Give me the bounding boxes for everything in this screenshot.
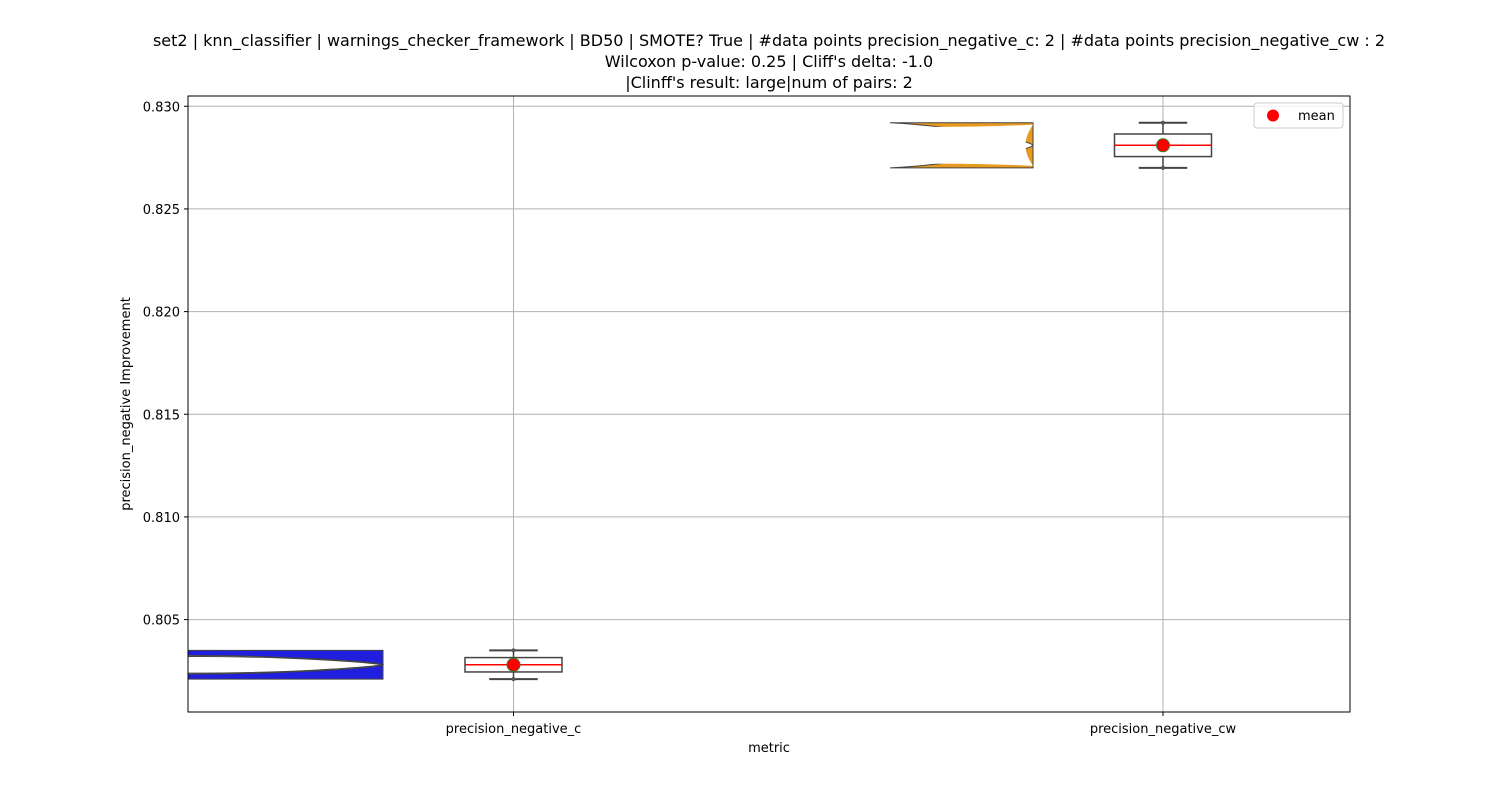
violin-inner-precision_negative_c bbox=[187, 655, 384, 674]
legend: mean bbox=[1253, 102, 1344, 129]
mean-marker bbox=[1156, 138, 1170, 153]
boxplots bbox=[464, 120, 1213, 682]
title-line-3: |Clinff's result: large|num of pairs: 2 bbox=[625, 73, 913, 92]
data-point bbox=[511, 677, 516, 682]
x-axis-ticks: precision_negative_c precision_negative_c… bbox=[446, 712, 1237, 737]
x-tick-label: precision_negative_c bbox=[446, 722, 582, 737]
legend-mean-label: mean bbox=[1298, 109, 1335, 124]
chart-title: set2 | knn_classifier | warnings_checker… bbox=[153, 31, 1385, 92]
x-tick-label: precision_negative_cw bbox=[1090, 722, 1237, 737]
data-point bbox=[1161, 165, 1165, 170]
title-line-2: Wilcoxon p-value: 0.25 | Cliff's delta: … bbox=[605, 52, 933, 71]
data-point bbox=[511, 648, 516, 653]
y-axis-label: precision_negative Improvement bbox=[119, 297, 134, 511]
legend-mean-marker bbox=[1267, 109, 1279, 122]
violins bbox=[187, 122, 1034, 680]
grid bbox=[188, 96, 1350, 712]
y-tick-label: 0.820 bbox=[143, 306, 180, 321]
legend-box bbox=[1253, 102, 1344, 129]
y-tick-label: 0.825 bbox=[143, 203, 180, 218]
violin-inner-precision_negative_cw bbox=[890, 123, 1033, 167]
y-axis-ticks: 0.805 0.810 0.815 0.820 0.825 0.830 bbox=[143, 100, 188, 629]
x-axis-label: metric bbox=[748, 741, 790, 756]
mean-marker bbox=[506, 657, 521, 672]
data-point bbox=[1161, 120, 1165, 125]
y-tick-label: 0.810 bbox=[143, 511, 180, 526]
plot-area-frame bbox=[187, 95, 1351, 713]
y-tick-label: 0.815 bbox=[143, 408, 180, 423]
title-line-1: set2 | knn_classifier | warnings_checker… bbox=[153, 31, 1385, 51]
y-tick-label: 0.805 bbox=[143, 614, 180, 629]
y-tick-label: 0.830 bbox=[143, 100, 180, 115]
